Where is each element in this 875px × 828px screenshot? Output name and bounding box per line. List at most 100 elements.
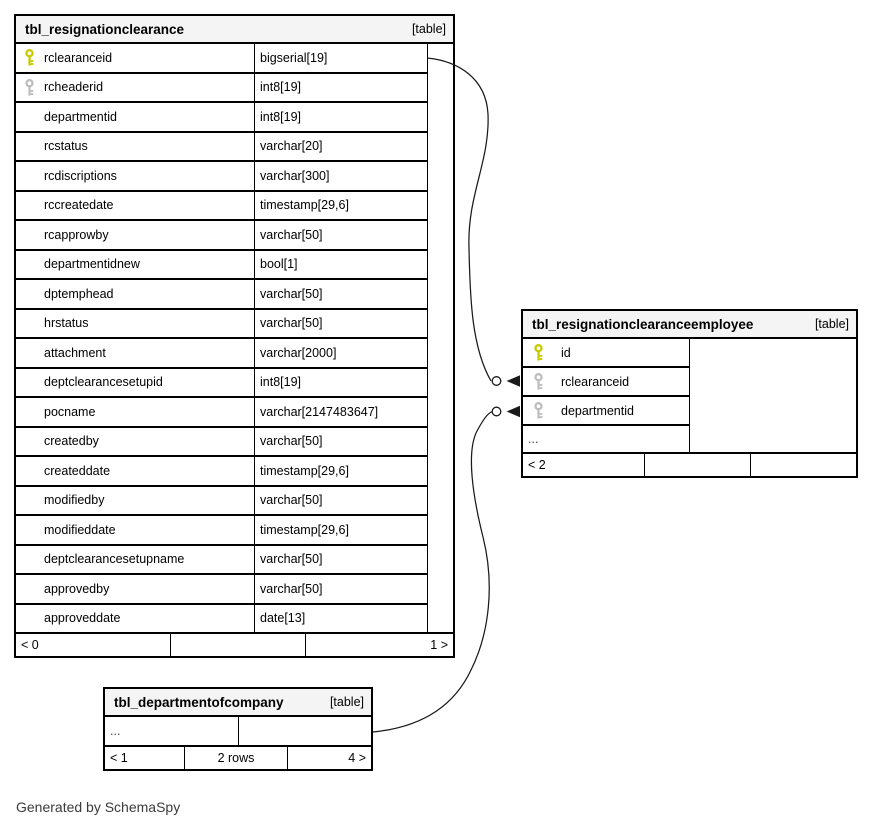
table-row: rclearanceid xyxy=(523,368,689,397)
column-name: rcdiscriptions xyxy=(44,168,117,183)
column-name: departmentid xyxy=(561,403,634,418)
column-type: bigserial[19] xyxy=(260,50,328,65)
table-columns-area: id rclearanceid departmentid ... xyxy=(523,339,856,452)
table-header[interactable]: tbl_resignationclearanceemployee [table] xyxy=(523,311,856,339)
more-columns-indicator: ... xyxy=(528,432,539,446)
column-name: deptclearancesetupname xyxy=(44,552,185,567)
table-header[interactable]: tbl_resignationclearance [table] xyxy=(16,16,453,44)
table-row: rcheaderid int8[19] xyxy=(16,73,427,103)
table-row: rcdiscriptions varchar[300] xyxy=(16,162,427,192)
column-rows: ... xyxy=(105,717,239,745)
table-row: deptclearancesetupname varchar[50] xyxy=(16,545,427,575)
parent-count: < 0 xyxy=(16,634,171,656)
table-row-ellipsis: ... xyxy=(105,717,238,745)
table-box-resignationclearance: tbl_resignationclearance [table] rcleara… xyxy=(14,14,455,658)
column-type: varchar[2000] xyxy=(260,345,337,360)
table-row: hrstatus varchar[50] xyxy=(16,309,427,339)
foreign-key-icon xyxy=(24,79,35,96)
table-row: attachment varchar[2000] xyxy=(16,339,427,369)
column-name: departmentid xyxy=(44,109,117,124)
table-title[interactable]: tbl_resignationclearanceemployee xyxy=(532,316,754,332)
column-type: int8[19] xyxy=(260,109,302,124)
port-strip xyxy=(690,339,856,452)
column-name: rcstatus xyxy=(44,139,88,154)
child-count: 4 > xyxy=(348,751,366,765)
child-count: 1 > xyxy=(430,638,448,652)
column-type: varchar[50] xyxy=(260,581,323,596)
port-strip xyxy=(428,44,453,632)
zero-circle-marker xyxy=(491,376,502,386)
column-name: rcheaderid xyxy=(44,80,104,95)
column-name: hrstatus xyxy=(44,316,89,331)
column-name: departmentidnew xyxy=(44,257,140,272)
table-type-badge: [table] xyxy=(411,22,446,36)
column-name: createddate xyxy=(44,463,111,478)
table-type-badge: [table] xyxy=(329,695,364,709)
foreign-key-icon xyxy=(533,373,544,390)
column-name: modifieddate xyxy=(44,522,116,537)
rows-badge: 2 rows xyxy=(185,747,288,769)
table-footer: < 2 xyxy=(523,452,856,476)
parent-count: < 2 xyxy=(523,454,645,476)
table-row-ellipsis: ... xyxy=(523,426,689,452)
table-row: rcapprowby varchar[50] xyxy=(16,221,427,251)
column-type: timestamp[29,6] xyxy=(260,522,349,537)
column-type: varchar[50] xyxy=(260,552,323,567)
table-row: id xyxy=(523,339,689,368)
column-type: timestamp[29,6] xyxy=(260,198,349,213)
column-name: rclearanceid xyxy=(44,50,113,65)
table-footer: < 1 2 rows 4 > xyxy=(105,745,371,769)
table-box-resignationclearanceemployee: tbl_resignationclearanceemployee [table]… xyxy=(521,309,858,478)
table-row: createddate timestamp[29,6] xyxy=(16,457,427,487)
column-name: rclearanceid xyxy=(561,374,630,389)
column-name: dptemphead xyxy=(44,286,114,301)
table-header[interactable]: tbl_departmentofcompany [table] xyxy=(105,689,371,717)
port-strip xyxy=(238,717,371,745)
table-row: modifieddate timestamp[29,6] xyxy=(16,516,427,546)
column-type: varchar[50] xyxy=(260,316,323,331)
table-row: pocname varchar[2147483647] xyxy=(16,398,427,428)
table-box-departmentofcompany: tbl_departmentofcompany [table] ... < 1 … xyxy=(103,687,373,771)
fk-arrowhead xyxy=(506,375,520,387)
column-name: approvedby xyxy=(44,581,110,596)
table-row: departmentid int8[19] xyxy=(16,103,427,133)
column-type: int8[19] xyxy=(260,375,302,390)
table-columns-area: ... xyxy=(105,717,371,745)
column-type: varchar[50] xyxy=(260,493,323,508)
table-title[interactable]: tbl_resignationclearance xyxy=(25,21,185,37)
column-rows: rclearanceid bigserial[19] rcheaderid int8… xyxy=(16,44,428,632)
column-type: varchar[300] xyxy=(260,168,330,183)
table-row: rcstatus varchar[20] xyxy=(16,132,427,162)
generator-caption: Generated by SchemaSpy xyxy=(16,799,181,815)
column-name: rcapprowby xyxy=(44,227,109,242)
column-rows: id rclearanceid departmentid ... xyxy=(523,339,690,452)
table-row: approveddate date[13] xyxy=(16,604,427,632)
column-type: varchar[50] xyxy=(260,286,323,301)
column-name: pocname xyxy=(44,404,96,419)
column-name: modifiedby xyxy=(44,493,105,508)
column-type: date[13] xyxy=(260,611,306,626)
table-row: dptemphead varchar[50] xyxy=(16,280,427,310)
column-type: bool[1] xyxy=(260,257,298,272)
column-name: rccreatedate xyxy=(44,198,114,213)
rows-badge xyxy=(645,454,751,476)
primary-key-icon xyxy=(24,49,35,66)
zero-circle-marker xyxy=(491,406,502,417)
column-name: approveddate xyxy=(44,611,121,626)
table-row: rclearanceid bigserial[19] xyxy=(16,44,427,74)
column-name: createdby xyxy=(44,434,99,449)
table-row: approvedby varchar[50] xyxy=(16,575,427,605)
table-row: modifiedby varchar[50] xyxy=(16,486,427,516)
table-footer: < 0 1 > xyxy=(16,632,453,656)
column-type: varchar[2147483647] xyxy=(260,404,379,419)
fk-arrowhead xyxy=(506,405,520,418)
table-row: rccreatedate timestamp[29,6] xyxy=(16,191,427,221)
column-name: deptclearancesetupid xyxy=(44,375,163,390)
table-title[interactable]: tbl_departmentofcompany xyxy=(114,694,284,710)
table-row: departmentid xyxy=(523,397,689,426)
table-type-badge: [table] xyxy=(814,317,849,331)
column-type: varchar[50] xyxy=(260,434,323,449)
column-type: varchar[50] xyxy=(260,227,323,242)
foreign-key-icon xyxy=(533,402,544,419)
table-columns-area: rclearanceid bigserial[19] rcheaderid int8… xyxy=(16,44,453,632)
